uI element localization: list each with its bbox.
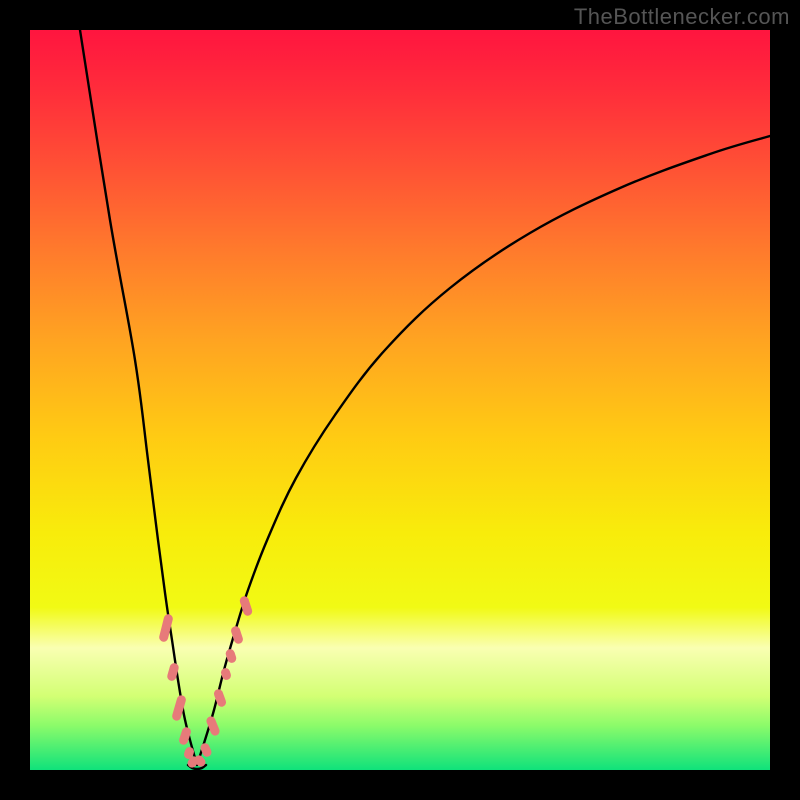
chart-container: TheBottlenecker.com (0, 0, 800, 800)
bottleneck-chart-svg (0, 0, 800, 800)
